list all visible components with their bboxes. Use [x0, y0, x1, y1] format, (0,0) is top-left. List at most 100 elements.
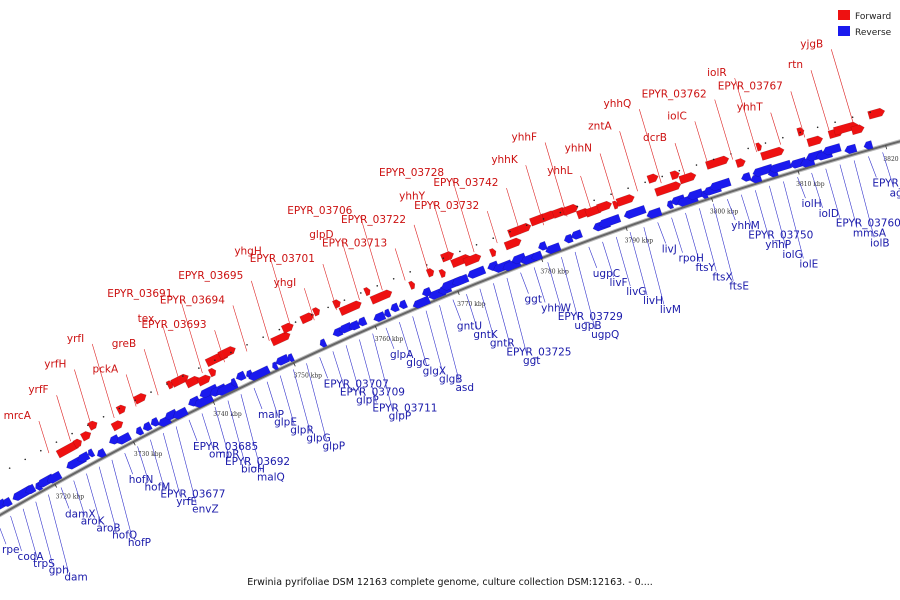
- axis-tick-label: 3770 kbp: [457, 301, 486, 308]
- forward-gene-label: yrfH: [44, 359, 66, 371]
- minor-feature: [150, 391, 152, 393]
- forward-gene: [439, 251, 455, 263]
- forward-gene: [506, 222, 532, 239]
- forward-gene: [615, 194, 635, 208]
- reverse-label-leader: [98, 466, 117, 530]
- minor-feature: [459, 250, 461, 253]
- forward-gene-label: EPYR_03693: [142, 319, 207, 331]
- reverse-gene-label: EPYR_03729: [558, 311, 623, 323]
- forward-label-leader: [269, 256, 293, 331]
- reverse-gene-label: ggt: [523, 355, 540, 367]
- reverse-label-leader: [266, 381, 279, 417]
- reverse-gene-label: livM: [660, 304, 681, 316]
- forward-label-leader: [322, 263, 338, 311]
- axis-tick-label: 3790 kbp: [625, 237, 654, 244]
- minor-feature: [166, 383, 168, 385]
- minor-feature: [799, 131, 802, 134]
- forward-label-leader: [251, 280, 270, 341]
- forward-gene-label: EPYR_03728: [379, 167, 444, 179]
- axis-tick-label: 3750 kbp: [294, 372, 323, 379]
- reverse-label-leader: [73, 480, 86, 516]
- reverse-label-leader: [332, 351, 345, 387]
- minor-feature: [230, 351, 232, 354]
- reverse-gene: [135, 425, 145, 436]
- forward-label-leader: [580, 175, 591, 209]
- minor-feature: [834, 121, 836, 124]
- forward-gene-label: yhgH: [234, 245, 261, 257]
- reverse-gene: [412, 295, 432, 309]
- reverse-gene-label: envZ: [192, 503, 219, 515]
- forward-gene-label: EPYR_03767: [718, 80, 783, 92]
- reverse-label-leader: [839, 164, 858, 228]
- minor-feature: [764, 142, 767, 144]
- reverse-label-leader: [602, 241, 614, 277]
- reverse-gene-label: yhhM: [731, 220, 760, 232]
- reverse-gene-label: iolB: [870, 237, 889, 249]
- forward-label-leader: [413, 224, 429, 271]
- reverse-label-leader: [726, 199, 736, 221]
- minor-feature: [360, 292, 362, 294]
- reverse-label-leader: [882, 152, 894, 188]
- reverse-gene: [230, 377, 238, 387]
- reverse-label-leader: [48, 494, 69, 572]
- reverse-gene-label: livJ: [662, 243, 677, 255]
- minor-feature: [695, 164, 698, 166]
- reverse-gene-label: livF: [610, 277, 628, 289]
- reverse-gene: [537, 240, 548, 251]
- minor-feature: [712, 158, 715, 161]
- reverse-label-leader: [425, 310, 444, 374]
- axis-tick-label: 3730 kbp: [134, 451, 163, 458]
- forward-label-leader: [714, 99, 734, 160]
- forward-label-leader: [790, 91, 806, 138]
- reverse-label-leader: [86, 473, 101, 523]
- forward-gene: [596, 200, 613, 213]
- reverse-gene-label: ggt: [525, 294, 542, 306]
- reverse-gene-label: gntR: [490, 338, 515, 350]
- forward-label-leader: [341, 239, 360, 301]
- forward-label-leader: [56, 395, 71, 442]
- forward-gene-label: greB: [112, 338, 136, 350]
- reverse-label-leader: [0, 527, 7, 545]
- forward-label-leader: [694, 121, 710, 168]
- reverse-gene: [598, 213, 622, 229]
- forward-gene: [207, 367, 217, 378]
- forward-gene-label: EPYR_03691: [107, 288, 172, 300]
- reverse-gene-label: glpP: [356, 394, 379, 406]
- reverse-label-leader: [372, 333, 393, 411]
- reverse-label-leader: [452, 299, 462, 321]
- forward-gene: [488, 248, 497, 258]
- reverse-gene-label: malQ: [257, 471, 285, 483]
- axis-tick: [457, 290, 460, 295]
- reverse-gene-label: glpG: [306, 432, 330, 444]
- axis-line: [0, 140, 900, 517]
- forward-gene: [165, 380, 174, 390]
- reverse-label-leader: [754, 190, 770, 240]
- reverse-gene: [398, 299, 409, 310]
- reverse-gene-label: mmsA: [853, 228, 887, 240]
- minor-feature: [246, 343, 248, 346]
- forward-label-leader: [486, 210, 498, 244]
- forward-gene-label: iolR: [707, 67, 727, 79]
- axis-tick: [374, 325, 378, 330]
- reverse-gene-label: EPYR_03677: [160, 489, 225, 501]
- forward-gene-label: zntA: [588, 120, 612, 132]
- axis-tick-label: 3740 kbp: [213, 411, 242, 418]
- reverse-label-leader: [868, 156, 877, 178]
- forward-label-leader: [125, 374, 137, 407]
- reverse-label-leader: [137, 446, 149, 482]
- forward-gene: [408, 280, 416, 290]
- reverse-label-leader: [385, 327, 395, 349]
- reverse-gene-label: aroB: [96, 523, 120, 535]
- minor-feature: [593, 199, 595, 202]
- forward-gene-labels: mrcAyrfFyrfHyrfIpckAgreBtexEPYR_03691EPY…: [4, 38, 854, 454]
- minor-feature: [678, 169, 681, 172]
- forward-gene: [850, 124, 865, 136]
- reverse-gene: [666, 199, 675, 210]
- axis-tick-label: 3810 kbp: [796, 181, 825, 188]
- legend-reverse-swatch: [838, 26, 850, 36]
- reverse-gene: [194, 393, 215, 409]
- forward-label-leader: [619, 131, 638, 192]
- reverse-label-leader: [162, 432, 181, 497]
- reverse-label-leader: [588, 246, 598, 269]
- forward-label-leader: [394, 248, 406, 281]
